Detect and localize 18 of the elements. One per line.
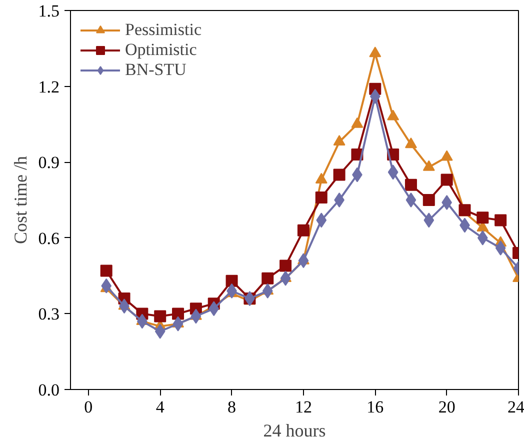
x-tick-label: 8 [228, 398, 236, 416]
x-axis-title: 24 hours [263, 420, 326, 440]
x-tick-label: 16 [366, 398, 384, 416]
legend-label: BN-STU [125, 60, 186, 80]
x-tick-label: 20 [438, 398, 456, 416]
x-tick-label: 4 [156, 398, 165, 416]
y-axis-title: Cost time /h [10, 156, 30, 244]
legend-label: Optimistic [125, 40, 197, 60]
y-tick-label: 1.2 [38, 77, 60, 96]
y-tick-label: 0.6 [38, 228, 60, 248]
y-tick-label: 0.9 [38, 153, 60, 172]
y-tick-label: 0.3 [38, 304, 60, 324]
x-tick-label: 24 [508, 398, 524, 416]
x-tick-label: 0 [84, 398, 93, 416]
legend-label: Pessimistic [125, 20, 202, 40]
y-tick-label: 0.0 [38, 380, 60, 400]
x-tick-label: 12 [294, 398, 312, 416]
y-tick-label: 1.5 [38, 2, 60, 20]
